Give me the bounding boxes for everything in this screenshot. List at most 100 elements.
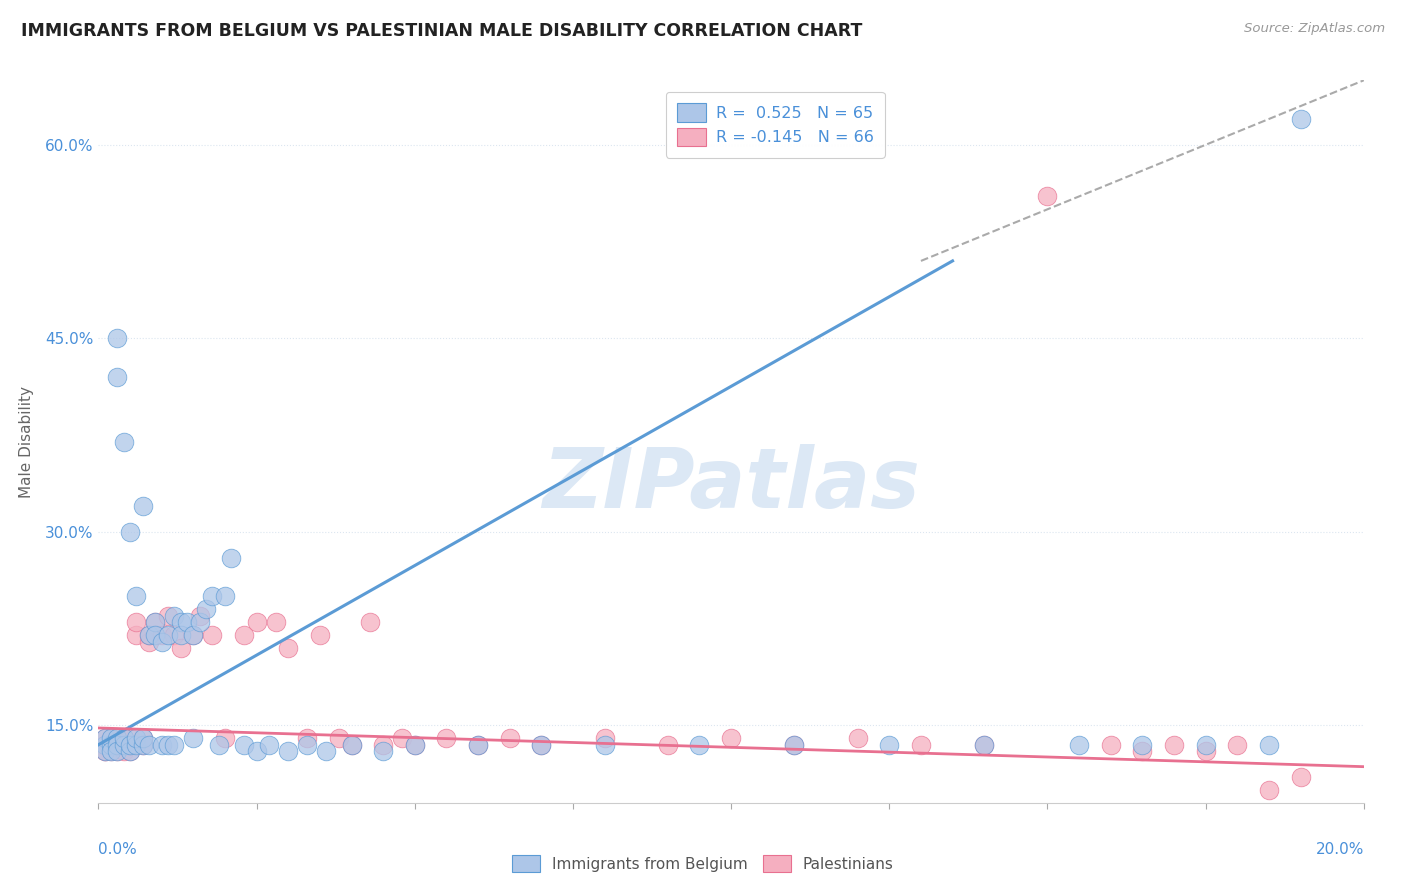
- Point: [132, 738, 155, 752]
- Point: [973, 738, 995, 752]
- Point: [264, 615, 287, 630]
- Point: [100, 738, 122, 752]
- Point: [107, 731, 129, 746]
- Text: 0.0%: 0.0%: [98, 842, 138, 856]
- Point: [145, 628, 166, 642]
- Point: [208, 738, 231, 752]
- Point: [93, 744, 117, 758]
- Point: [93, 731, 117, 746]
- Text: ZIPatlas: ZIPatlas: [543, 444, 920, 525]
- Point: [138, 628, 160, 642]
- Point: [467, 738, 489, 752]
- Point: [246, 615, 269, 630]
- Point: [163, 628, 186, 642]
- Point: [150, 634, 173, 648]
- Point: [219, 550, 243, 565]
- Point: [1099, 738, 1122, 752]
- Point: [93, 738, 117, 752]
- Point: [112, 738, 135, 752]
- Point: [1194, 738, 1216, 752]
- Point: [93, 738, 117, 752]
- Point: [112, 738, 135, 752]
- Point: [132, 731, 155, 746]
- Point: [188, 608, 211, 623]
- Point: [112, 434, 135, 449]
- Point: [100, 731, 122, 746]
- Point: [297, 738, 319, 752]
- Point: [112, 744, 135, 758]
- Point: [163, 738, 186, 752]
- Point: [145, 615, 166, 630]
- Point: [138, 628, 160, 642]
- Point: [107, 744, 129, 758]
- Point: [1289, 770, 1312, 784]
- Point: [371, 744, 394, 758]
- Point: [973, 738, 995, 752]
- Point: [125, 738, 148, 752]
- Point: [783, 738, 806, 752]
- Point: [93, 744, 117, 758]
- Point: [1130, 744, 1153, 758]
- Point: [688, 738, 710, 752]
- Point: [309, 628, 332, 642]
- Point: [277, 640, 299, 655]
- Point: [169, 628, 191, 642]
- Point: [214, 731, 236, 746]
- Point: [530, 738, 553, 752]
- Point: [120, 738, 141, 752]
- Point: [157, 738, 180, 752]
- Point: [120, 744, 141, 758]
- Point: [150, 628, 173, 642]
- Point: [93, 744, 117, 758]
- Point: [163, 608, 186, 623]
- Point: [436, 731, 458, 746]
- Point: [125, 615, 148, 630]
- Point: [1194, 744, 1216, 758]
- Point: [120, 738, 141, 752]
- Point: [125, 590, 148, 604]
- Point: [1289, 112, 1312, 126]
- Point: [183, 628, 205, 642]
- Point: [100, 744, 122, 758]
- Point: [107, 331, 129, 345]
- Text: Source: ZipAtlas.com: Source: ZipAtlas.com: [1244, 22, 1385, 36]
- Point: [125, 731, 148, 746]
- Point: [169, 615, 191, 630]
- Point: [1036, 189, 1059, 203]
- Point: [93, 731, 117, 746]
- Point: [530, 738, 553, 752]
- Point: [340, 738, 363, 752]
- Point: [183, 731, 205, 746]
- Point: [107, 738, 129, 752]
- Point: [233, 738, 256, 752]
- Point: [404, 738, 426, 752]
- Y-axis label: Male Disability: Male Disability: [18, 385, 34, 498]
- Point: [138, 738, 160, 752]
- Point: [120, 731, 141, 746]
- Point: [315, 744, 337, 758]
- Point: [877, 738, 900, 752]
- Point: [107, 370, 129, 384]
- Point: [1257, 738, 1279, 752]
- Point: [132, 738, 155, 752]
- Point: [157, 608, 180, 623]
- Point: [194, 602, 218, 616]
- Point: [107, 738, 129, 752]
- Point: [1226, 738, 1249, 752]
- Point: [132, 731, 155, 746]
- Point: [593, 731, 616, 746]
- Point: [467, 738, 489, 752]
- Point: [100, 731, 122, 746]
- Point: [201, 628, 224, 642]
- Point: [107, 744, 129, 758]
- Point: [125, 628, 148, 642]
- Point: [169, 640, 191, 655]
- Point: [112, 731, 135, 746]
- Point: [214, 590, 236, 604]
- Point: [1130, 738, 1153, 752]
- Legend: R =  0.525   N = 65, R = -0.145   N = 66: R = 0.525 N = 65, R = -0.145 N = 66: [666, 92, 884, 158]
- Point: [277, 744, 299, 758]
- Point: [100, 738, 122, 752]
- Point: [100, 738, 122, 752]
- Point: [138, 634, 160, 648]
